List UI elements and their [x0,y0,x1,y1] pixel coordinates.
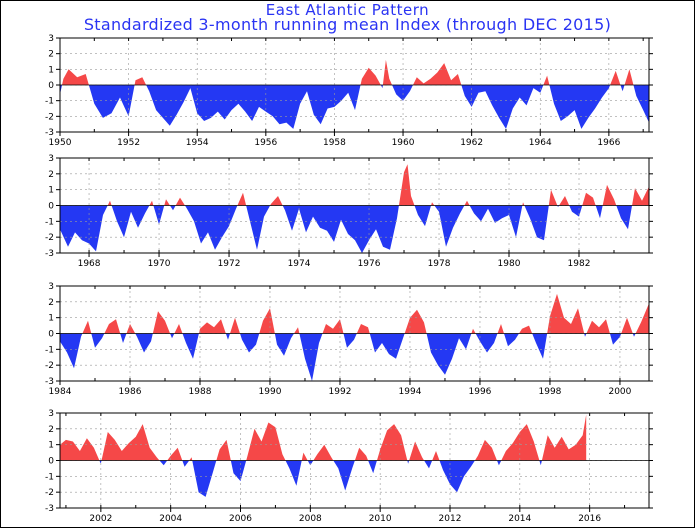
x-tick-label: 1982 [568,259,591,269]
panel-2001-2017: -3 -2 -1 0 1 2 3 2002 2004 2006 2008 2010 2012 2014 20… [45,409,653,524]
x-tick-label: 1954 [186,138,209,148]
x-tick-label: 1958 [323,138,346,148]
y-tick-label: -2 [45,112,54,122]
panel-1984-2000: -3 -2 -1 0 1 2 3 1984 1986 1988 1990 1992 1994 1996 19… [45,282,653,397]
positive-area [60,414,587,461]
negative-area [60,85,649,129]
positive-area [60,164,649,206]
x-tick-label: 1974 [288,259,311,269]
y-tick-label: -1 [45,97,54,107]
negative-area [60,205,649,253]
x-tick-label: 2012 [439,514,462,524]
x-tick-label: 1956 [254,138,277,148]
x-tick-label: 2016 [578,514,601,524]
y-tick-label: 3 [48,409,54,419]
y-tick-label: 1 [48,314,54,324]
y-tick-label: 1 [48,186,54,196]
x-tick-label: 1950 [49,138,72,148]
positive-area [60,293,649,334]
y-tick-label: -1 [45,345,54,355]
x-tick-label: 2014 [508,514,531,524]
x-tick-label: 1988 [189,387,212,397]
x-tick-label: 2010 [369,514,392,524]
x-tick-label: 1990 [259,387,282,397]
y-tick-label: -2 [45,233,54,243]
x-tick-label: 2000 [608,387,631,397]
x-tick-label: 1964 [529,138,552,148]
y-tick-label: -3 [45,128,54,138]
negative-area [60,460,587,497]
y-tick-label: -2 [45,361,54,371]
x-tick-label: 1962 [460,138,483,148]
y-tick-label: -1 [45,472,54,482]
x-tick-label: 2008 [299,514,322,524]
y-tick-label: 3 [48,154,54,164]
x-tick-label: 2004 [159,514,182,524]
y-tick-label: -3 [45,249,54,259]
x-tick-label: 1996 [469,387,492,397]
y-tick-label: -3 [45,377,54,387]
x-tick-label: 1966 [597,138,620,148]
y-tick-label: 1 [48,65,54,75]
x-tick-label: 1960 [392,138,415,148]
x-tick-label: 2002 [89,514,112,524]
y-tick-label: 0 [48,457,54,467]
y-tick-label: 2 [48,50,54,60]
x-tick-label: 1952 [117,138,140,148]
y-tick-label: 2 [48,298,54,308]
y-tick-label: 3 [48,282,54,292]
y-tick-label: 0 [48,81,54,91]
y-tick-label: 3 [48,34,54,44]
y-tick-label: 2 [48,425,54,435]
y-tick-label: 0 [48,202,54,212]
y-tick-label: 1 [48,441,54,451]
y-tick-label: -3 [45,504,54,514]
y-tick-label: 2 [48,170,54,180]
y-tick-label: -1 [45,217,54,227]
x-tick-label: 1972 [218,259,241,269]
x-tick-label: 1998 [539,387,562,397]
panel-1967-1983: -3 -2 -1 0 1 2 3 1968 1970 1972 1974 1976 1978 1980 19… [45,154,653,269]
x-tick-label: 1968 [78,259,101,269]
x-tick-label: 1980 [498,259,521,269]
chart-subtitle: Standardized 3-month running mean Index … [83,15,612,34]
x-tick-label: 2006 [229,514,252,524]
x-tick-label: 1970 [148,259,171,269]
y-tick-label: -2 [45,488,54,498]
x-tick-label: 1992 [329,387,352,397]
panel-1950-1966: -3 -2 -1 0 1 2 3 1950 1952 1954 1956 1958 1960 1962 19… [45,34,653,148]
x-tick-label: 1978 [428,259,451,269]
y-tick-label: 0 [48,330,54,340]
x-tick-label: 1976 [358,259,381,269]
x-tick-label: 1994 [399,387,422,397]
x-tick-label: 1984 [49,387,72,397]
chart-title: East Atlantic Pattern [265,1,430,19]
x-tick-label: 1986 [119,387,142,397]
